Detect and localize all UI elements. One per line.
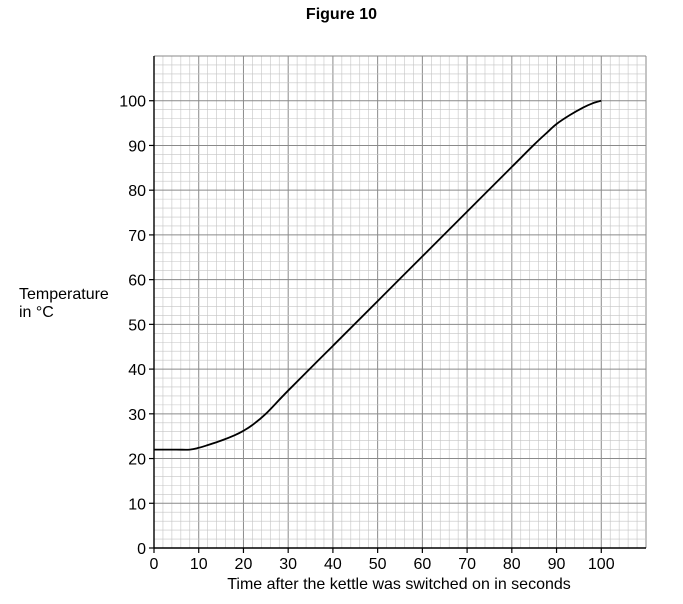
y-tick-label: 50 <box>128 317 146 334</box>
y-tick-label: 60 <box>128 273 146 290</box>
x-tick-label: 70 <box>458 556 476 573</box>
axes <box>153 56 646 549</box>
x-tick-label: 80 <box>503 556 521 573</box>
x-tick-label: 10 <box>190 556 208 573</box>
x-tick-label: 30 <box>279 556 297 573</box>
y-axis-label-line-2: in °C <box>19 304 54 321</box>
x-tick-label: 50 <box>369 556 387 573</box>
y-axis-label: Temperature in °C <box>19 286 109 322</box>
y-tick-label: 70 <box>128 228 146 245</box>
y-tick-label: 80 <box>128 183 146 200</box>
x-tick-label: 40 <box>324 556 342 573</box>
x-tick-label: 90 <box>548 556 566 573</box>
temperature-curve <box>154 99 602 451</box>
ticks: 0 10 20 30 40 50 60 70 80 90 100 0 10 20 30 40 50 60 70 80 9… <box>119 94 614 573</box>
y-tick-label: 100 <box>119 94 146 111</box>
x-tick-label: 20 <box>235 556 253 573</box>
y-tick-label: 10 <box>128 496 146 513</box>
y-axis-label-line-1: Temperature <box>19 286 109 303</box>
y-tick-label: 30 <box>128 407 146 424</box>
y-tick-label: 90 <box>128 138 146 155</box>
x-axis-label: Time after the kettle was switched on in… <box>227 576 571 593</box>
y-tick-label: 40 <box>128 362 146 379</box>
x-tick-label: 100 <box>588 556 615 573</box>
x-tick-label: 60 <box>413 556 431 573</box>
x-tick-label: 0 <box>150 556 159 573</box>
y-tick-label: 0 <box>137 541 146 558</box>
chart-title: Figure 10 <box>305 6 378 23</box>
series <box>154 99 602 451</box>
grid <box>153 55 647 549</box>
y-tick-label: 20 <box>128 452 146 469</box>
